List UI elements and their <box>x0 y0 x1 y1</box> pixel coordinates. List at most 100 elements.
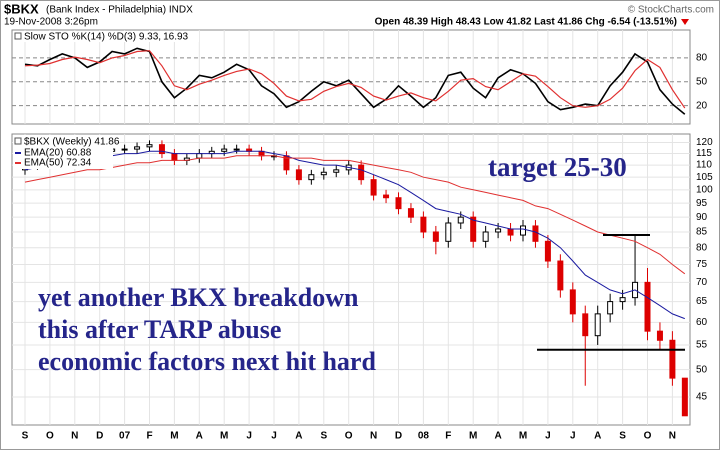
annotation: economic factors next hit hard <box>38 347 376 376</box>
x-tick-label: 07 <box>119 431 131 442</box>
y-tick-label: 50 <box>696 76 708 87</box>
source: © StockCharts.com <box>628 5 714 16</box>
oscillator-line <box>24 50 686 109</box>
candle-body <box>569 289 576 315</box>
x-tick-label: M <box>519 431 527 442</box>
date: 19-Nov-2008 3:26pm <box>4 17 98 28</box>
candle-body <box>619 297 626 303</box>
ema-line <box>24 155 686 275</box>
candle-body <box>320 171 327 176</box>
legend-icon <box>14 137 22 145</box>
y-tick-label: 65 <box>696 296 708 307</box>
y-tick-label: 110 <box>696 160 712 171</box>
candle-body <box>532 225 539 242</box>
x-tick-label: M <box>170 431 178 442</box>
x-tick-label: D <box>395 431 402 442</box>
y-tick-label: 75 <box>696 259 708 270</box>
x-tick-label: N <box>370 431 377 442</box>
oscillator-panel <box>11 29 691 125</box>
annotation: target 25-30 <box>488 152 627 182</box>
x-tick-label: N <box>71 431 78 442</box>
candle-body <box>669 339 676 379</box>
candle-body <box>420 216 427 233</box>
x-tick-label: J <box>271 431 277 442</box>
y-tick-label: 115 <box>696 148 712 159</box>
legend-box <box>13 135 113 169</box>
down-arrow <box>681 19 689 25</box>
quote: Open 48.39 High 48.43 Low 41.82 Last 41.… <box>375 17 677 28</box>
y-tick-label: 95 <box>696 198 708 209</box>
annotation: yet another BKX breakdown <box>38 283 359 312</box>
index-name: (Bank Index - Philadelphia) INDX <box>46 5 193 16</box>
y-tick-label: 80 <box>696 53 708 64</box>
candle-body <box>146 144 153 148</box>
legend-label: EMA(20) 60.88 <box>24 148 92 159</box>
candle-body <box>121 148 128 151</box>
candle-body <box>582 313 589 337</box>
candle-body <box>644 281 651 332</box>
ema-line <box>24 150 685 320</box>
y-tick-label: 85 <box>696 227 708 238</box>
label-box <box>13 31 199 42</box>
candle-body <box>196 153 203 159</box>
annotation: this after TARP abuse <box>38 315 281 344</box>
y-tick-label: 70 <box>696 277 708 288</box>
x-tick-label: A <box>295 431 302 442</box>
x-tick-label: M <box>220 431 228 442</box>
x-tick-label: S <box>320 431 327 442</box>
price-panel <box>11 133 691 426</box>
candle-body <box>470 216 477 242</box>
y-tick-label: 45 <box>696 392 708 403</box>
symbol: $BKX <box>4 1 39 16</box>
x-tick-label: F <box>146 431 152 442</box>
x-tick-label: J <box>570 431 576 442</box>
candle-body <box>656 330 663 341</box>
x-tick-label: F <box>445 431 451 442</box>
x-tick-label: J <box>545 431 551 442</box>
y-tick-label: 80 <box>696 242 708 253</box>
candle-body <box>607 301 614 315</box>
oscillator-line <box>24 47 686 115</box>
y-tick-label: 90 <box>696 212 708 223</box>
candle-body <box>445 222 452 242</box>
oscillator-value: 16.93 <box>163 32 188 43</box>
candle-body <box>295 169 302 181</box>
candle-body <box>407 208 414 218</box>
y-tick-label: 120 <box>696 137 713 148</box>
y-tick-label: 105 <box>696 172 713 183</box>
x-tick-label: O <box>46 431 54 442</box>
candle-body <box>395 197 402 210</box>
x-tick-label: O <box>644 431 652 442</box>
x-tick-label: O <box>345 431 353 442</box>
y-tick-label: 60 <box>696 317 708 328</box>
candle-body <box>557 260 564 291</box>
candle-body <box>308 174 315 181</box>
candle-body <box>457 216 464 224</box>
candle-body <box>158 144 165 155</box>
x-tick-label: A <box>196 431 203 442</box>
x-tick-label: S <box>619 431 626 442</box>
y-tick-label: 55 <box>696 340 708 351</box>
candle-body <box>134 146 141 150</box>
legend-label: $BKX (Weekly) 41.86 <box>24 137 120 148</box>
x-tick-label: N <box>669 431 676 442</box>
y-tick-label: 100 <box>696 184 713 195</box>
y-tick-label: 20 <box>696 100 708 111</box>
candle-body <box>370 179 377 196</box>
x-tick-label: S <box>22 431 29 442</box>
x-tick-label: J <box>246 431 252 442</box>
candle-body <box>221 148 228 152</box>
candle-body <box>594 313 601 337</box>
candle-body <box>544 240 551 262</box>
x-tick-label: A <box>494 431 501 442</box>
candle-body <box>681 377 688 417</box>
y-tick-label: 50 <box>696 364 708 375</box>
candle-body <box>482 231 489 242</box>
x-tick-label: D <box>96 431 103 442</box>
candle-body <box>171 153 178 161</box>
oscillator-label: Slow STO %K(14) %D(3) 9.33, <box>24 32 161 43</box>
candle-body <box>432 231 439 242</box>
checkbox <box>14 32 22 40</box>
